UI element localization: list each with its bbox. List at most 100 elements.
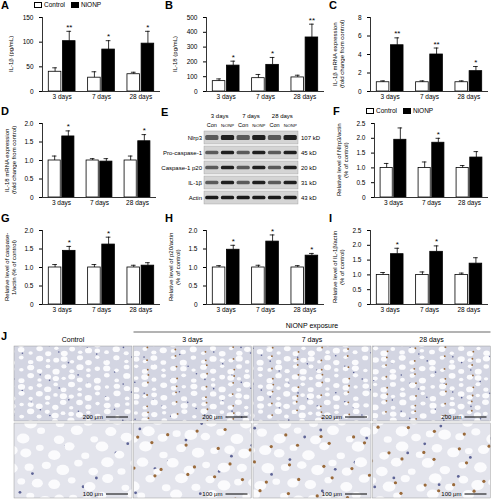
svg-text:*: * (271, 227, 274, 236)
svg-text:7 days: 7 days (92, 93, 112, 101)
svg-text:IL-1β: IL-1β (188, 180, 202, 186)
svg-text:**: ** (433, 40, 439, 49)
svg-text:0.5: 0.5 (24, 175, 33, 182)
svg-text:28 days: 28 days (129, 306, 153, 314)
svg-text:**: ** (66, 23, 72, 32)
svg-text:3 days: 3 days (211, 113, 229, 119)
svg-text:0: 0 (30, 88, 34, 95)
svg-text:Con: Con (238, 122, 248, 128)
svg-text:0.5: 0.5 (352, 286, 361, 293)
svg-text:28 days: 28 days (126, 199, 150, 207)
svg-text:3 days: 3 days (53, 306, 73, 314)
svg-text:7 days: 7 days (92, 306, 112, 314)
svg-text:4: 4 (358, 51, 362, 58)
svg-text:0: 0 (194, 88, 198, 95)
svg-text:Caspase-1 p20: Caspase-1 p20 (161, 165, 202, 171)
svg-text:*: * (143, 126, 146, 135)
svg-text:2.0: 2.0 (24, 120, 33, 127)
svg-text:7 days: 7 days (256, 93, 276, 101)
svg-text:200 μm: 200 μm (83, 414, 103, 420)
svg-text:100: 100 (23, 38, 34, 45)
svg-text:0.5: 0.5 (24, 282, 33, 289)
svg-text:45 kD: 45 kD (301, 150, 317, 156)
svg-text:1.5: 1.5 (188, 245, 197, 252)
svg-text:500: 500 (187, 14, 198, 21)
svg-text:3 days: 3 days (53, 93, 73, 101)
svg-text:100: 100 (187, 73, 198, 80)
svg-text:Control: Control (62, 336, 85, 343)
svg-text:*: * (310, 245, 313, 254)
svg-text:28 days: 28 days (457, 306, 481, 314)
svg-text:0: 0 (30, 194, 34, 201)
svg-text:1.5: 1.5 (352, 256, 361, 263)
svg-text:31 kD: 31 kD (301, 180, 317, 186)
svg-text:43 kD: 43 kD (301, 195, 317, 201)
svg-text:*: * (271, 49, 274, 58)
svg-text:28 days: 28 days (293, 93, 317, 101)
svg-text:400: 400 (187, 28, 198, 35)
svg-text:*: * (107, 229, 110, 238)
svg-text:2.0: 2.0 (352, 241, 361, 248)
svg-text:E: E (161, 106, 168, 118)
svg-text:7 days: 7 days (302, 336, 323, 344)
svg-text:*: * (396, 240, 399, 249)
svg-text:1.0: 1.0 (24, 264, 33, 271)
svg-text:1.0: 1.0 (352, 271, 361, 278)
svg-text:Nlrp3: Nlrp3 (188, 135, 203, 141)
svg-text:0.5: 0.5 (356, 179, 365, 186)
svg-text:28 days: 28 days (293, 306, 317, 314)
svg-text:Actin: Actin (189, 195, 202, 201)
svg-text:8: 8 (358, 14, 362, 21)
svg-text:3 days: 3 days (52, 199, 72, 207)
svg-text:7 days: 7 days (90, 199, 110, 207)
svg-text:3 days: 3 days (182, 336, 203, 344)
svg-text:3 days: 3 days (217, 93, 237, 101)
svg-text:200 μm: 200 μm (202, 414, 222, 420)
svg-text:20 kD: 20 kD (301, 165, 317, 171)
svg-text:200: 200 (187, 58, 198, 65)
svg-text:0: 0 (194, 301, 198, 308)
svg-text:0: 0 (358, 88, 362, 95)
svg-text:*: * (67, 122, 70, 131)
svg-text:7 days: 7 days (420, 93, 440, 101)
svg-text:2.0: 2.0 (188, 227, 197, 234)
svg-text:Pro-caspase-1: Pro-caspase-1 (163, 150, 203, 156)
svg-text:0: 0 (358, 301, 362, 308)
svg-text:2.5: 2.5 (356, 120, 365, 127)
svg-text:*: * (474, 58, 477, 67)
svg-text:NiONP: NiONP (284, 123, 297, 128)
svg-text:1.0: 1.0 (188, 264, 197, 271)
svg-text:2.0: 2.0 (356, 134, 365, 141)
svg-text:Con: Con (207, 122, 217, 128)
svg-text:*: * (232, 237, 235, 246)
svg-text:J: J (1, 330, 7, 342)
svg-text:NiONP exposure: NiONP exposure (286, 322, 339, 330)
svg-text:100 μm: 100 μm (83, 491, 103, 497)
svg-text:7 days: 7 days (420, 306, 440, 314)
svg-text:107 kD: 107 kD (301, 135, 321, 141)
svg-text:28 days: 28 days (129, 93, 153, 101)
svg-text:*: * (107, 32, 110, 41)
svg-text:28 days: 28 days (272, 113, 293, 119)
svg-text:3 days: 3 days (381, 306, 401, 314)
svg-text:Con: Con (269, 122, 279, 128)
svg-text:28 days: 28 days (458, 199, 482, 207)
svg-text:*: * (68, 238, 71, 247)
svg-text:0: 0 (362, 194, 366, 201)
svg-text:0: 0 (30, 301, 34, 308)
svg-text:300: 300 (187, 43, 198, 50)
svg-text:7 days: 7 days (256, 306, 276, 314)
svg-text:1.0: 1.0 (24, 157, 33, 164)
svg-text:1.5: 1.5 (24, 138, 33, 145)
svg-text:50: 50 (26, 63, 34, 70)
svg-text:2.5: 2.5 (352, 227, 361, 234)
svg-text:7 days: 7 days (422, 199, 442, 207)
svg-text:7 days: 7 days (242, 113, 260, 119)
svg-text:3 days: 3 days (217, 306, 237, 314)
svg-text:NiONP: NiONP (252, 123, 265, 128)
svg-text:100 μm: 100 μm (441, 491, 461, 497)
svg-text:*: * (146, 23, 149, 32)
svg-text:*: * (232, 53, 235, 62)
svg-text:3 days: 3 days (384, 199, 404, 207)
svg-text:2: 2 (358, 69, 362, 76)
